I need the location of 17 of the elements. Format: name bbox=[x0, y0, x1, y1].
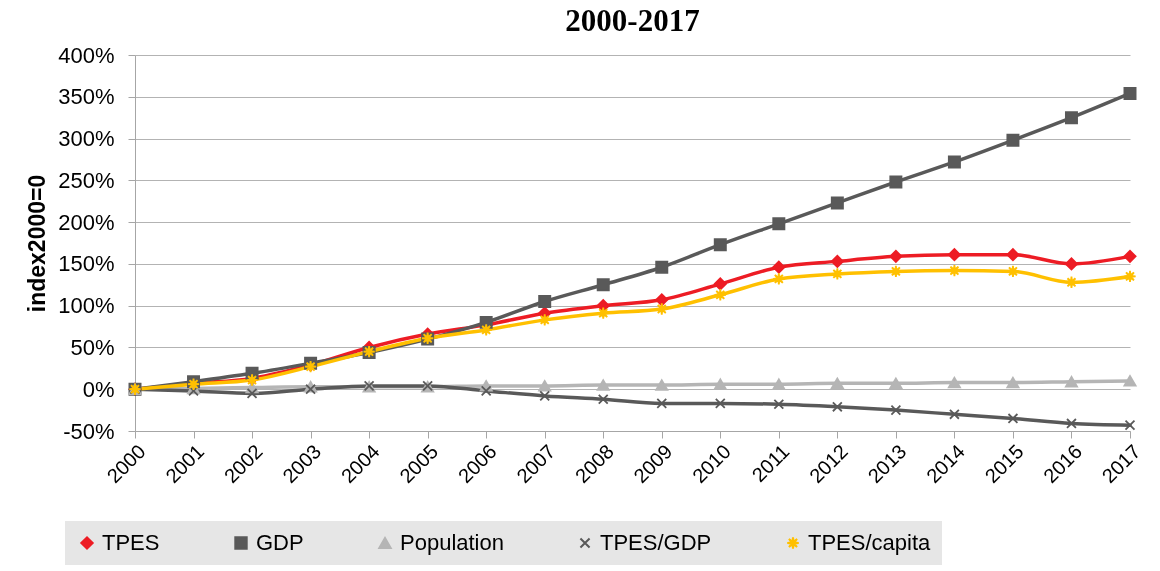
y-tick-label: 100% bbox=[58, 293, 115, 319]
y-tick-label: 50% bbox=[70, 334, 115, 360]
legend-label: TPES/capita bbox=[808, 530, 932, 555]
y-tick-label: 250% bbox=[58, 167, 115, 193]
y-tick-label: 300% bbox=[58, 126, 115, 152]
legend-label: Population bbox=[400, 530, 504, 555]
legend-label: TPES/GDP bbox=[600, 530, 712, 555]
y-tick-label: 350% bbox=[58, 84, 115, 110]
legend-label: GDP bbox=[256, 530, 304, 555]
y-tick-label: -50% bbox=[63, 418, 115, 444]
y-tick-label: 0% bbox=[82, 376, 115, 402]
chart-title: 2000-2017 bbox=[565, 3, 700, 38]
y-tick-label: 400% bbox=[58, 42, 115, 68]
y-axis-title: index2000=0 bbox=[24, 174, 51, 313]
y-tick-label: 150% bbox=[58, 251, 115, 277]
legend-label: TPES bbox=[102, 530, 160, 555]
y-tick-label: 200% bbox=[58, 209, 115, 235]
